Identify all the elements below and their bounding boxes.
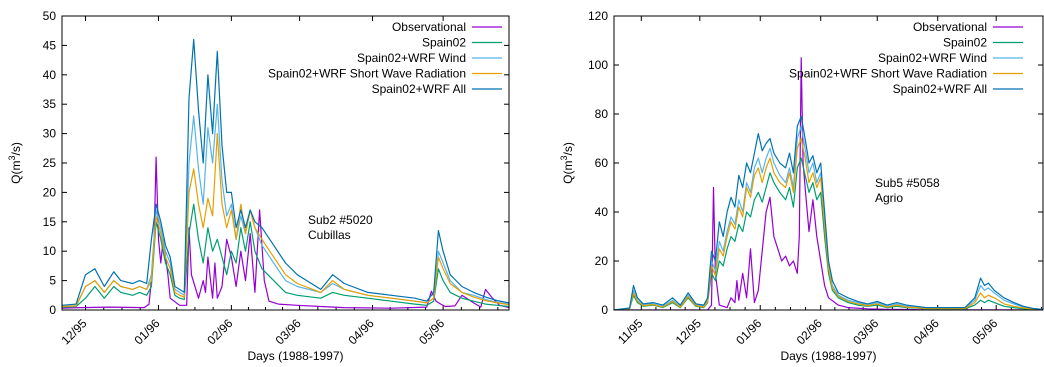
x-axis-label: Days (1988-1997) <box>780 349 876 363</box>
legend-label: Spain02+WRF Wind <box>878 51 987 65</box>
x-tick-label: 05/96 <box>969 316 1000 347</box>
annotation-text: Sub2 #5020 <box>308 213 373 227</box>
x-tick-label: 11/95 <box>615 316 646 347</box>
y-tick-label: 60 <box>595 156 609 170</box>
x-tick-label: 02/96 <box>204 316 235 347</box>
series-line-spain02 <box>62 203 509 308</box>
series-line-spain02-wrf-all <box>62 38 509 306</box>
series-group <box>614 57 1043 310</box>
series-line-observational <box>62 156 509 309</box>
chart-panel-2: 0 20 40 60 80 100 120 11/95 12/95 01/96 02/96 03/96… <box>559 9 1044 363</box>
series-line-spain02-wrf-all <box>614 115 1043 310</box>
y-tick-label: 40 <box>43 68 57 82</box>
legend-label: Spain02+WRF All <box>893 82 987 96</box>
legend-label: Spain02 <box>943 36 987 50</box>
legend-label: Spain02+WRF Short Wave Radiation <box>789 67 987 81</box>
y-tick-label: 10 <box>43 244 57 258</box>
y-tick-label: 25 <box>43 156 57 170</box>
series-line-spain02-wrf-wind <box>614 125 1043 310</box>
series-line-spain02 <box>614 157 1043 310</box>
y-tick-label: 35 <box>43 97 57 111</box>
annotation-text: Agrio <box>875 191 903 205</box>
y-tick-label: 120 <box>588 9 608 23</box>
plot-frame <box>613 15 1044 311</box>
x-tick-label: 05/96 <box>416 316 447 347</box>
x-tick-label: 01/96 <box>131 316 162 347</box>
legend-label: Spain02+WRF Wind <box>357 51 466 65</box>
y-tick-label: 0 <box>601 303 608 317</box>
plot-frame <box>61 15 510 311</box>
y-tick-label: 100 <box>588 58 608 72</box>
y-tick-label: 0 <box>49 303 56 317</box>
y-tick-label: 30 <box>43 127 57 141</box>
y-tick-label: 50 <box>43 9 57 23</box>
x-tick-label: 04/96 <box>911 316 942 347</box>
legend-label: Spain02 <box>422 36 466 50</box>
y-tick-label: 45 <box>43 38 57 52</box>
series-line-observational <box>614 57 1043 310</box>
x-tick-label: 12/95 <box>673 316 704 347</box>
series-line-spain02-wrf-short-wave-radiation <box>614 137 1043 310</box>
y-tick-label: 80 <box>595 107 609 121</box>
legend-label: Observational <box>913 20 987 34</box>
x-tick-label: 03/96 <box>273 316 304 347</box>
y-tick-label: 20 <box>595 254 609 268</box>
series-line-spain02-wrf-short-wave-radiation <box>62 133 509 308</box>
annotation-text: Cubillas <box>308 228 351 242</box>
x-tick-label: 12/95 <box>59 316 90 347</box>
y-axis-label: Q(m3/s) <box>7 142 23 184</box>
y-axis-label: Q(m3/s) <box>559 142 575 184</box>
legend-label: Spain02+WRF Short Wave Radiation <box>268 67 466 81</box>
y-tick-label: 15 <box>43 215 57 229</box>
y-tick-label: 20 <box>43 185 57 199</box>
legend-label: Observational <box>392 20 466 34</box>
chart-panel-1: 0 5 10 15 20 25 30 35 40 45 50 12/95 01/96 02/96 03/96… <box>7 9 510 363</box>
legend-label: Spain02+WRF All <box>372 82 466 96</box>
y-tick-label: 5 <box>49 274 56 288</box>
y-tick-label: 40 <box>595 205 609 219</box>
annotation-text: Sub5 #5058 <box>875 176 940 190</box>
x-tick-label: 03/96 <box>850 316 881 347</box>
x-tick-label: 04/96 <box>346 316 377 347</box>
series-group <box>62 38 509 309</box>
x-tick-label: 02/96 <box>794 316 825 347</box>
x-tick-label: 01/96 <box>733 316 764 347</box>
x-axis-label: Days (1988-1997) <box>247 349 343 363</box>
